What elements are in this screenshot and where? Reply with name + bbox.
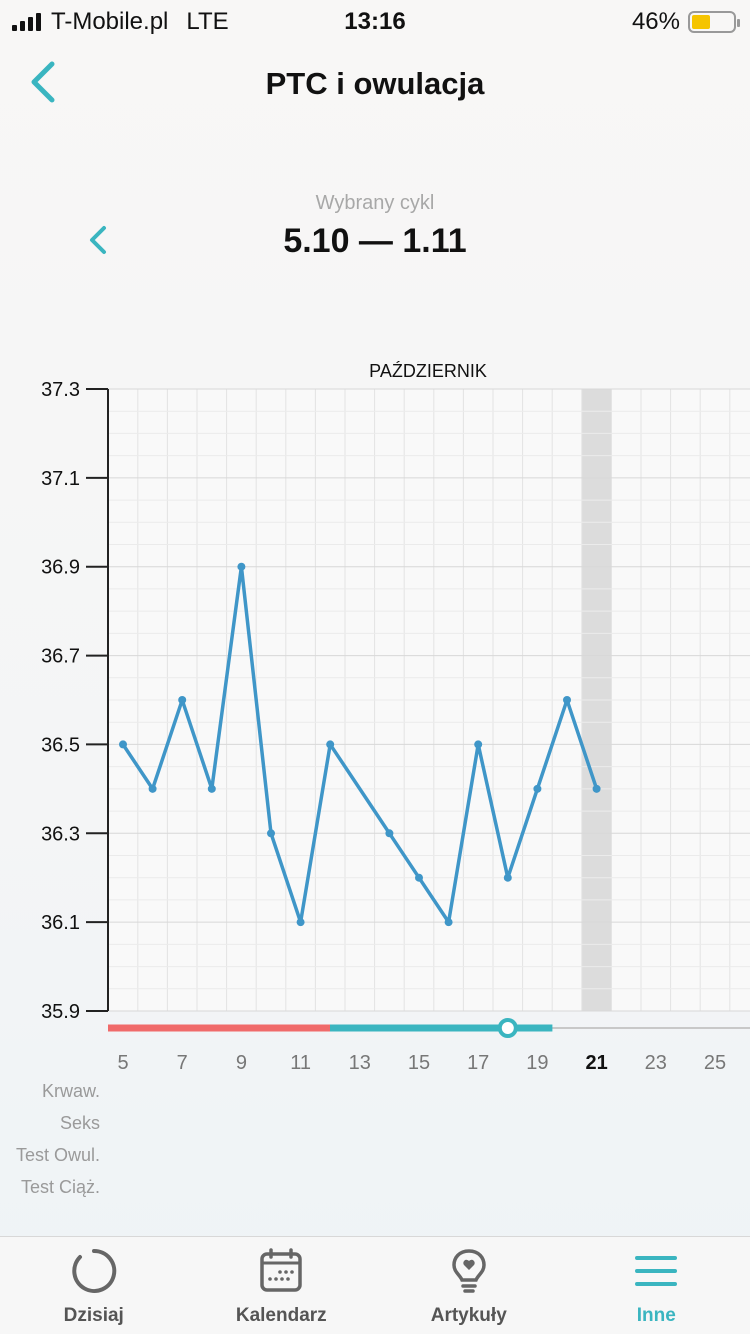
y-tick-label: 37.1 bbox=[41, 468, 80, 490]
data-point bbox=[296, 918, 305, 927]
data-point bbox=[326, 740, 335, 749]
carrier-name: T-Mobile.pl bbox=[51, 8, 169, 35]
tab-bar: Dzisiaj Kalendarz Artykuły bbox=[0, 1236, 750, 1334]
tab-label: Inne bbox=[636, 1305, 676, 1326]
menu-icon bbox=[632, 1247, 680, 1295]
data-point bbox=[119, 740, 127, 749]
tab-today[interactable]: Dzisiaj bbox=[0, 1237, 188, 1334]
data-point bbox=[207, 784, 216, 793]
data-point bbox=[415, 873, 423, 882]
x-tick-label: 7 bbox=[177, 1052, 188, 1074]
x-tick-label: 15 bbox=[408, 1052, 430, 1074]
ovulation-test-row-label: Test Owul. bbox=[15, 1145, 100, 1165]
temperature-chart: 37.3 37.1 36.9 36.7 36.5 36.3 36.1 35.9 PAŹDZIER… bbox=[41, 361, 750, 1074]
y-tick-label: 36.5 bbox=[41, 734, 80, 756]
battery-icon bbox=[688, 11, 740, 33]
y-tick-label: 37.3 bbox=[41, 379, 80, 401]
x-tick-label: 9 bbox=[236, 1052, 247, 1074]
x-tick-label: 17 bbox=[467, 1052, 489, 1074]
ovulation-marker bbox=[497, 1018, 518, 1038]
tab-label: Dzisiaj bbox=[63, 1305, 124, 1326]
lightbulb-icon bbox=[445, 1247, 493, 1295]
x-tick-label: 13 bbox=[349, 1052, 371, 1074]
data-point bbox=[267, 829, 275, 838]
tab-label: Kalendarz bbox=[235, 1305, 327, 1326]
tab-label: Artykuły bbox=[430, 1305, 507, 1326]
data-point bbox=[237, 562, 246, 571]
status-bar: T-Mobile.pl LTE 13:16 46% bbox=[0, 0, 750, 40]
pregnancy-test-row-label: Test Ciąż. bbox=[20, 1177, 100, 1197]
x-tick-label: 21 bbox=[585, 1052, 607, 1074]
data-point bbox=[592, 784, 601, 793]
data-point bbox=[474, 740, 483, 749]
tab-more[interactable]: Inne bbox=[563, 1237, 750, 1334]
data-point bbox=[178, 696, 187, 704]
y-tick-label: 35.9 bbox=[41, 1001, 80, 1023]
back-button[interactable] bbox=[28, 60, 68, 110]
x-tick-label: 25 bbox=[704, 1052, 726, 1074]
temperature-line bbox=[121, 564, 599, 924]
data-point bbox=[533, 784, 542, 793]
tab-articles[interactable]: Artykuły bbox=[375, 1237, 563, 1334]
y-tick-label: 36.7 bbox=[41, 646, 80, 668]
calendar-icon bbox=[257, 1247, 305, 1295]
previous-cycle-button[interactable] bbox=[88, 220, 108, 265]
x-tick-label: 19 bbox=[526, 1052, 548, 1074]
battery-percent: 46% bbox=[631, 8, 680, 35]
y-tick-label: 36.9 bbox=[41, 557, 80, 579]
tab-calendar[interactable]: Kalendarz bbox=[188, 1237, 376, 1334]
x-tick-label: 23 bbox=[645, 1052, 667, 1074]
clock: 13:16 bbox=[344, 8, 406, 35]
data-point bbox=[444, 918, 453, 927]
y-tick-label: 36.1 bbox=[41, 912, 80, 934]
signal-icon bbox=[12, 13, 41, 31]
y-tick-label: 36.3 bbox=[41, 823, 80, 845]
bleeding-row-label: Krwaw. bbox=[41, 1081, 100, 1101]
x-tick-label: 5 bbox=[117, 1052, 128, 1074]
data-point bbox=[563, 696, 571, 704]
network-type: LTE bbox=[186, 8, 229, 35]
cycle-range: 5.10 — 1.11 bbox=[283, 222, 467, 260]
sex-row-label: Seks bbox=[59, 1113, 100, 1133]
data-point bbox=[148, 784, 157, 793]
cycle-label: Wybrany cykl bbox=[315, 192, 435, 214]
data-point bbox=[385, 829, 394, 838]
chevron-left-icon bbox=[90, 226, 106, 254]
x-tick-label: 11 bbox=[290, 1052, 311, 1074]
chevron-left-icon bbox=[31, 61, 55, 103]
page-title: PTC i owulacja bbox=[265, 66, 485, 101]
ring-icon bbox=[70, 1247, 118, 1295]
chart-title: PAŹDZIERNIK bbox=[369, 361, 487, 381]
data-point bbox=[503, 873, 512, 882]
